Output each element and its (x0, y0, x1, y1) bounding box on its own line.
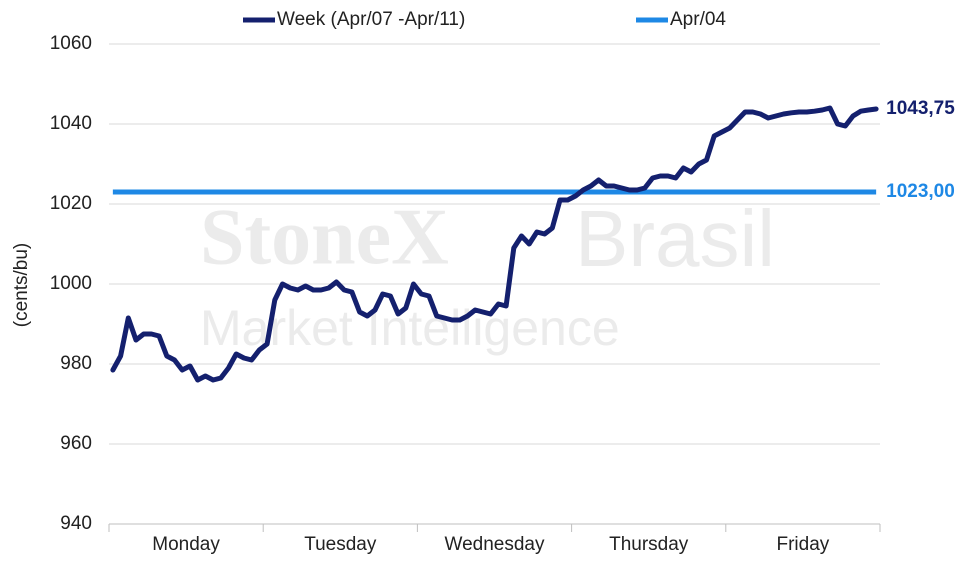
y-tick-label: 1020 (50, 193, 92, 214)
y-tick-label: 1040 (50, 113, 92, 134)
x-tick-label: Tuesday (304, 534, 377, 555)
x-tick-label: Monday (152, 534, 220, 555)
watermark: StoneX (200, 193, 449, 281)
y-tick-label: 940 (60, 513, 92, 534)
data-label: 1043,75 (886, 98, 955, 119)
y-tick-label: 980 (60, 353, 92, 374)
line (110, 105, 879, 383)
y-tick-label: 1060 (50, 33, 92, 54)
watermark: Brasil (575, 194, 775, 283)
y-axis-label: (cents/bu) (11, 243, 32, 327)
data-label: 1023,00 (886, 181, 955, 202)
legend-label: Apr/04 (670, 9, 726, 30)
y-tick-label: 1000 (50, 273, 92, 294)
y-tick-label: 960 (60, 433, 92, 454)
x-tick-label: Wednesday (445, 534, 545, 555)
x-tick-label: Thursday (609, 534, 689, 555)
legend-label: Week (Apr/07 -Apr/11) (277, 9, 465, 30)
x-tick-label: Friday (777, 534, 830, 555)
